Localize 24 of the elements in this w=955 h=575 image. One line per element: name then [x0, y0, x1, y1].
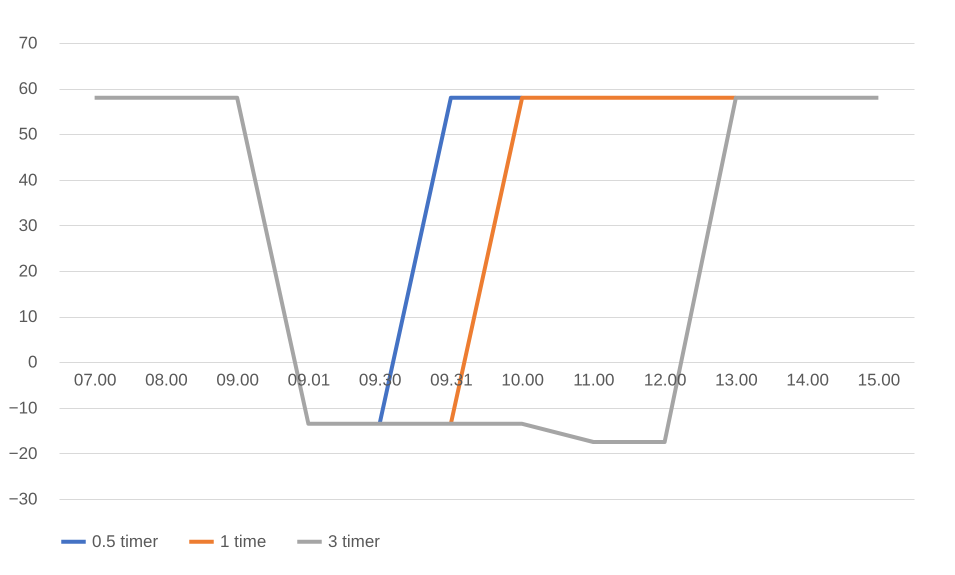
y-tick-label: −30	[8, 490, 38, 508]
y-tick-label: 60	[18, 79, 38, 98]
y-tick-label: −10	[8, 398, 38, 418]
y-tick-label: −20	[8, 444, 38, 463]
legend-label: 1 time	[220, 532, 266, 551]
x-tick-label: 07.00	[74, 370, 116, 390]
y-tick-label: 30	[18, 216, 38, 235]
y-tick-label: 10	[18, 307, 38, 326]
x-tick-label: 13.00	[715, 370, 758, 390]
x-tick-label: 14.00	[786, 370, 829, 390]
y-tick-label: 40	[18, 170, 38, 190]
legend-label: 3 timer	[328, 532, 380, 551]
x-tick-label: 09.00	[216, 370, 259, 390]
x-tick-label: 09.01	[288, 370, 330, 390]
x-tick-label: 12.00	[644, 370, 686, 390]
x-tick-label: 15.00	[858, 370, 900, 390]
x-tick-label: 11.00	[573, 370, 615, 390]
y-tick-label: 20	[18, 262, 38, 280]
x-tick-label: 08.00	[145, 370, 188, 390]
y-tick-label: 50	[18, 124, 38, 144]
legend-label: 0.5 timer	[92, 532, 158, 551]
y-tick-label: 0	[28, 352, 38, 372]
x-tick-label: 10.00	[501, 370, 544, 390]
y-tick-label: 70	[18, 34, 38, 52]
